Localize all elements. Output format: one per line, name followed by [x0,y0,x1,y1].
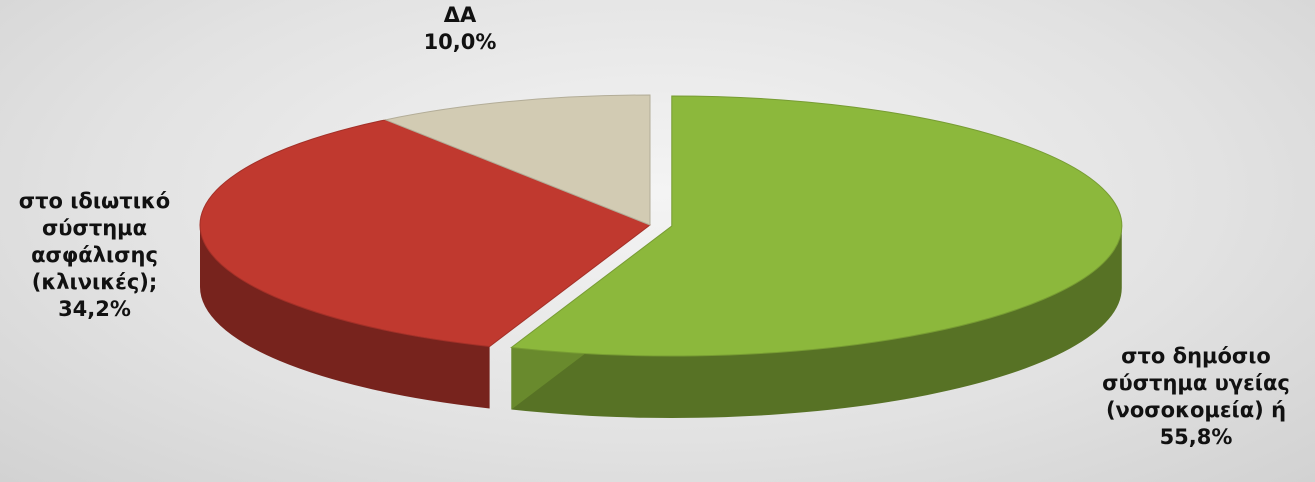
slice-side [200,225,490,409]
slice-side [511,226,1122,419]
category-label: ΔΑ [443,3,477,27]
category-label: στο δημόσιο σύστημα υγείας (νοσοκομεία) … [1102,344,1290,422]
slice [383,94,651,226]
slice-label: στο ιδιωτικό σύστημα ασφάλισης (κλινικές… [2,188,187,323]
value-label: 10,0% [423,30,497,54]
value-label: 34,2% [58,297,131,321]
slice [199,119,652,347]
slice-label: ΔΑ 10,0% [380,2,540,56]
value-label: 55,8% [1159,425,1233,449]
slice [510,95,1123,357]
category-label: στο ιδιωτικό σύστημα ασφάλισης (κλινικές… [18,189,171,294]
slice-label: στο δημόσιο σύστημα υγείας (νοσοκομεία) … [1085,343,1307,451]
